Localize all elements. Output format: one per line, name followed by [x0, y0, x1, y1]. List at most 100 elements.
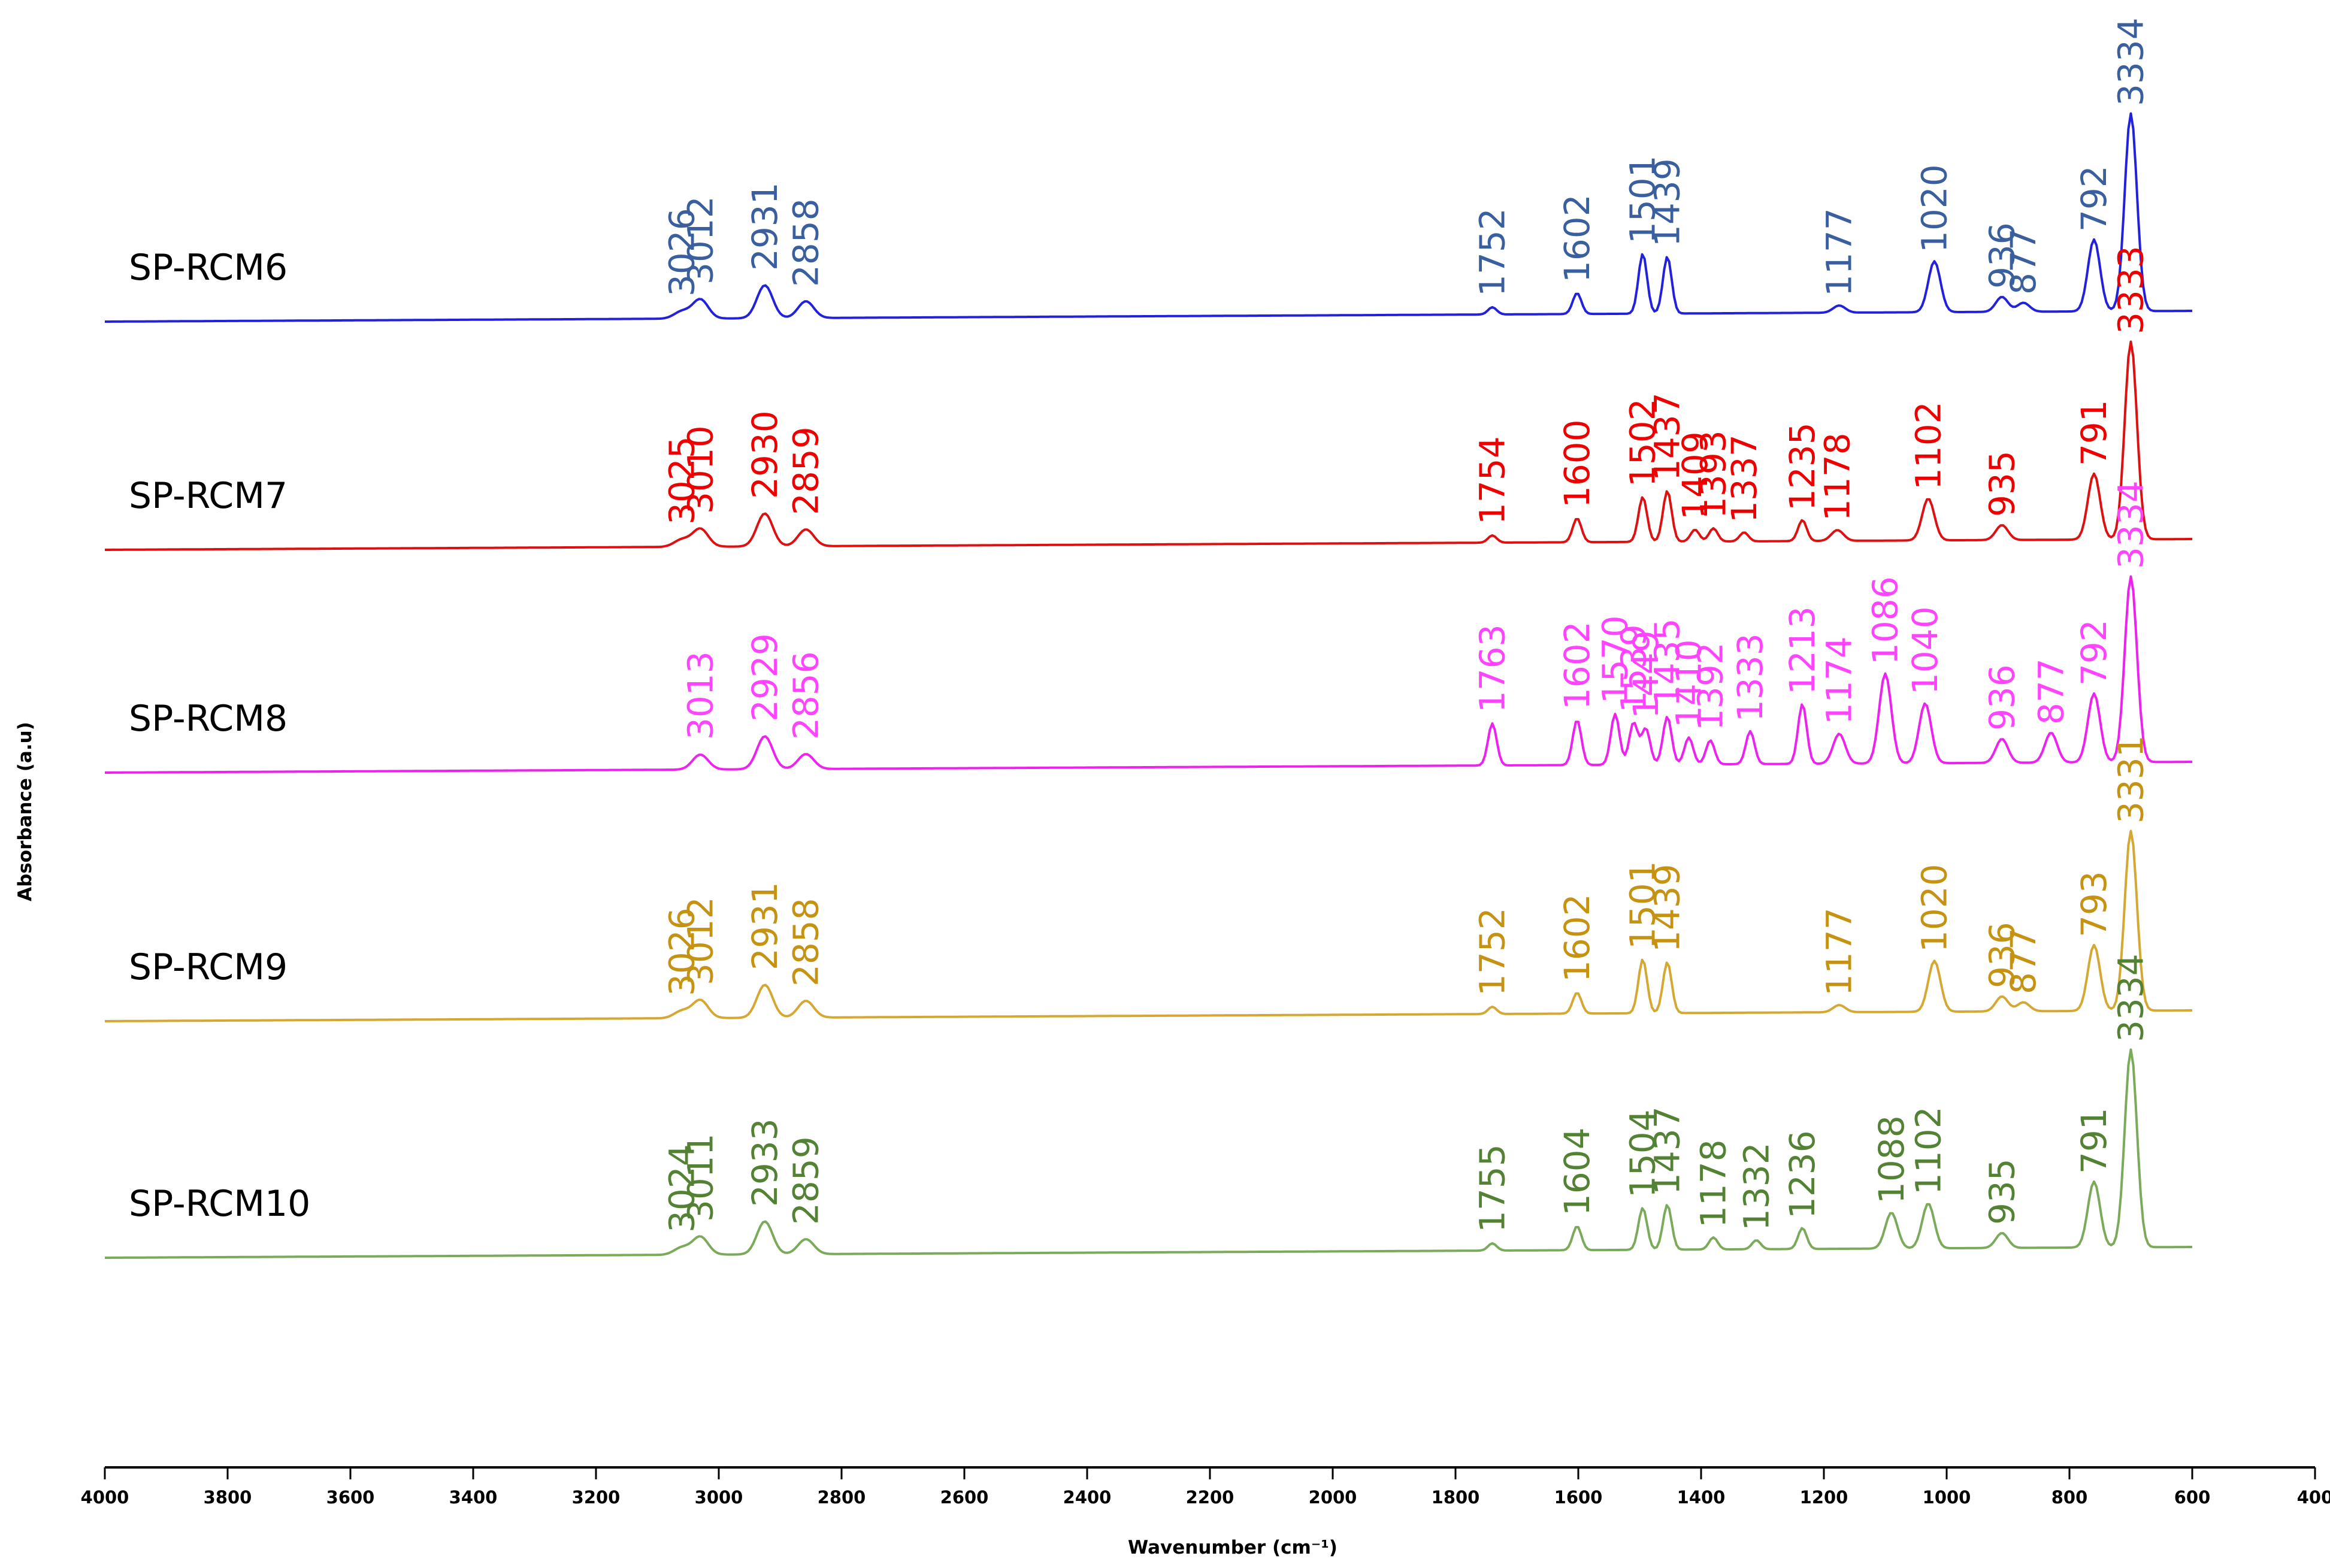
- spectrum-line-sp-rcm7: [105, 340, 2192, 551]
- peak-label: 1102: [1908, 1106, 1948, 1195]
- spectra-traces: [105, 112, 2192, 1259]
- peak-label: 3026: [662, 907, 703, 996]
- peak-label: 3024: [662, 1144, 703, 1233]
- x-tick-label: 2400: [1063, 1487, 1112, 1508]
- peak-label: 1020: [1914, 164, 1955, 253]
- series-name: SP-RCM10: [129, 1183, 310, 1225]
- spectrum-line-sp-rcm6: [105, 112, 2192, 323]
- peak-label: 3331: [2111, 735, 2152, 824]
- peak-label: 1437: [1647, 392, 1688, 481]
- peak-label: 1449: [1626, 630, 1666, 719]
- peak-label: 3334: [2111, 953, 2152, 1042]
- peak-label: 2859: [786, 1136, 827, 1225]
- x-tick-label: 3000: [695, 1487, 743, 1508]
- peak-label: 3334: [2111, 17, 2152, 106]
- x-tick-label: 2200: [1186, 1487, 1234, 1508]
- peak-label: 1502: [1623, 398, 1663, 487]
- peak-label: 1600: [1557, 419, 1597, 508]
- peak-label: 877: [2003, 228, 2044, 295]
- x-tick-label: 400: [2297, 1487, 2330, 1508]
- series-names: SP-RCM6 SP-RCM7 SP-RCM8 SP-RCM9 SP-RCM10: [129, 247, 310, 1225]
- peak-label: 1501: [1623, 861, 1663, 949]
- peak-label: 2933: [745, 1118, 785, 1207]
- peak-label: 1393: [1693, 430, 1734, 519]
- peak-label: 1392: [1690, 642, 1730, 731]
- peak-label: 2930: [745, 410, 785, 499]
- peak-label: 1570: [1595, 615, 1636, 704]
- x-tick-label: 3600: [326, 1487, 375, 1508]
- peak-label: 791: [2074, 399, 2114, 466]
- x-tick-label: 1400: [1677, 1487, 1726, 1508]
- peak-label: 936: [1981, 222, 2022, 289]
- peak-label: 3010: [680, 425, 721, 514]
- x-tick-label: 800: [2051, 1487, 2088, 1508]
- x-tick-label: 1600: [1554, 1487, 1603, 1508]
- peak-label: 1040: [1905, 606, 1945, 695]
- peak-label: 1088: [1871, 1115, 1912, 1204]
- peak-label: 1086: [1865, 576, 1906, 665]
- x-tick-label: 1000: [1923, 1487, 1971, 1508]
- spectrum-line-sp-rcm9: [105, 830, 2192, 1022]
- peak-label: 1020: [1914, 864, 1955, 952]
- peak-label: 3012: [680, 196, 721, 284]
- series-name: SP-RCM7: [129, 475, 288, 517]
- peak-label: 1602: [1557, 894, 1597, 982]
- x-tick-label: 3800: [204, 1487, 252, 1508]
- x-tick-label: 2600: [940, 1487, 989, 1508]
- peak-label: 2856: [786, 651, 827, 740]
- peak-label: 1435: [1647, 618, 1688, 707]
- peak-label: 1437: [1647, 1106, 1688, 1195]
- series-name: SP-RCM6: [129, 247, 288, 289]
- peak-label: 936: [1981, 922, 2022, 988]
- peak-label: 792: [2074, 165, 2114, 232]
- peak-label: 2931: [745, 182, 785, 271]
- peak-label: 1177: [1819, 907, 1860, 996]
- peak-label: 1178: [1817, 432, 1858, 521]
- peak-label: 3334: [2111, 480, 2152, 569]
- peak-label: 1754: [1472, 436, 1513, 525]
- spectrum-line-sp-rcm10: [105, 1048, 2192, 1259]
- peak-label: 1174: [1819, 636, 1860, 725]
- peak-label: 1501: [1623, 155, 1663, 244]
- peak-label: 2931: [745, 882, 785, 970]
- x-tick-label: 4000: [81, 1487, 129, 1508]
- peak-label: 1752: [1472, 907, 1513, 996]
- peak-label: 1439: [1647, 158, 1688, 247]
- peak-label: 1332: [1736, 1142, 1777, 1231]
- peak-label: 935: [1981, 1158, 2022, 1225]
- peak-label: 2858: [786, 898, 827, 986]
- x-tick-label: 3400: [449, 1487, 498, 1508]
- y-axis-title: Absorbance (a.u): [14, 722, 36, 901]
- peak-label: 1763: [1472, 624, 1513, 713]
- peak-label: 1439: [1647, 864, 1688, 952]
- peak-label: 936: [1981, 664, 2022, 731]
- x-axis-title: Wavenumber (cm⁻¹): [1128, 1537, 1338, 1558]
- peak-label: 1752: [1472, 208, 1513, 296]
- x-tick-label: 2800: [818, 1487, 866, 1508]
- peak-label: 1337: [1724, 434, 1765, 523]
- x-axis-ticks: 4000 3800 3600 3400 3200 3000 2800 2600 2400 2200…: [81, 1467, 2330, 1508]
- peak-label: 3012: [680, 897, 721, 985]
- peak-label: 2859: [786, 426, 827, 515]
- peak-label: 1604: [1557, 1127, 1597, 1216]
- peak-label: 935: [1981, 450, 2022, 517]
- spectrum-line-sp-rcm8: [105, 575, 2192, 774]
- peak-label: 3013: [680, 651, 721, 740]
- peak-label: 1602: [1557, 621, 1597, 710]
- x-tick-label: 2000: [1309, 1487, 1357, 1508]
- peak-label: 2858: [786, 198, 827, 287]
- peak-label: 791: [2074, 1107, 2114, 1174]
- x-tick-label: 3200: [572, 1487, 621, 1508]
- series-name: SP-RCM9: [129, 946, 288, 988]
- x-tick-label: 600: [2174, 1487, 2211, 1508]
- peak-label: 877: [2031, 658, 2071, 725]
- peak-label: 793: [2074, 871, 2114, 937]
- peak-label: 1410: [1669, 639, 1709, 728]
- peak-label: 1333: [1730, 633, 1771, 722]
- peak-label: 1102: [1908, 401, 1948, 490]
- peak-label: 792: [2074, 619, 2114, 686]
- peak-label: 3333: [2111, 246, 2152, 334]
- peak-label: 1539: [1613, 624, 1654, 713]
